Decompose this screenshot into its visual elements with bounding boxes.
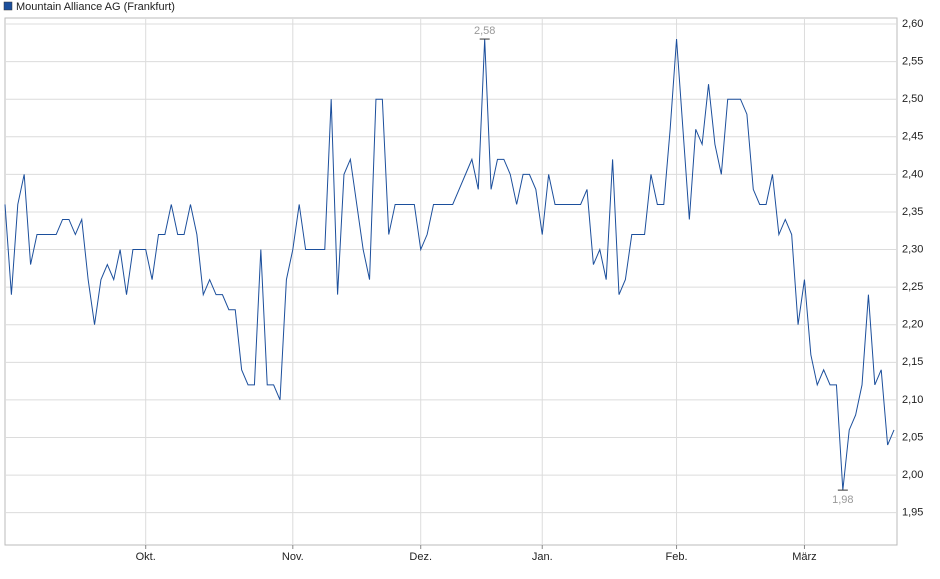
y-tick-label: 1,95	[902, 507, 923, 519]
y-tick-label: 2,60	[902, 18, 923, 30]
y-tick-label: 2,55	[902, 56, 923, 68]
x-tick-label: Nov.	[282, 551, 304, 563]
y-tick-label: 2,10	[902, 394, 923, 406]
legend-label: Mountain Alliance AG (Frankfurt)	[16, 1, 175, 13]
y-tick-label: 2,05	[902, 431, 923, 443]
x-tick-label: Dez.	[409, 551, 432, 563]
extreme-label: 1,98	[832, 494, 853, 506]
extreme-label: 2,58	[474, 25, 495, 37]
y-tick-label: 2,40	[902, 168, 923, 180]
y-tick-label: 2,35	[902, 206, 923, 218]
y-tick-label: 2,50	[902, 93, 923, 105]
x-tick-label: März	[792, 551, 816, 563]
y-tick-label: 2,20	[902, 319, 923, 331]
price-line	[4, 39, 895, 491]
y-tick-label: 2,15	[902, 356, 923, 368]
y-tick-label: 2,45	[902, 131, 923, 143]
legend-swatch	[3, 1, 13, 11]
x-tick-label: Feb.	[666, 551, 688, 563]
plot-area	[4, 17, 898, 546]
y-tick-label: 2,25	[902, 281, 923, 293]
y-tick-label: 2,00	[902, 469, 923, 481]
x-tick-label: Jan.	[532, 551, 553, 563]
y-tick-label: 2,30	[902, 243, 923, 255]
x-tick-label: Okt.	[136, 551, 156, 563]
